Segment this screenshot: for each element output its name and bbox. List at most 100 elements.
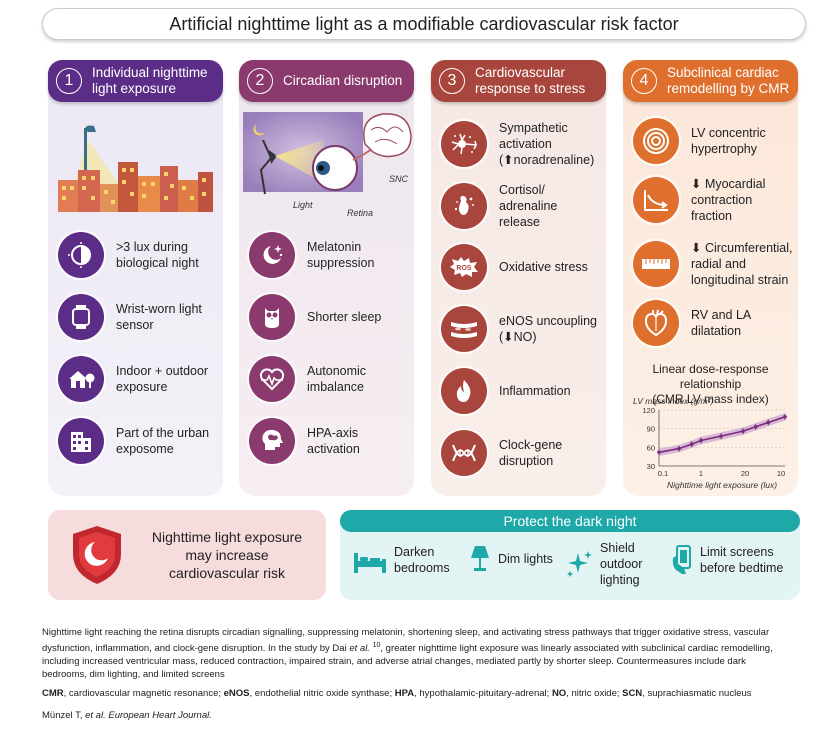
column-cardiac-remodelling: 4 Subclinical cardiac remodelling by CMR… bbox=[623, 60, 798, 496]
y-axis-label: LV mass index (g/m²) bbox=[633, 396, 713, 406]
abbrev-key: eNOS bbox=[223, 688, 250, 699]
phone-hand-icon bbox=[672, 545, 691, 574]
diagram-label-retina: Retina bbox=[347, 208, 373, 218]
countermeasure-item: Shield outdoor lighting bbox=[564, 540, 660, 588]
list-item: Cortisol/ adrenaline release bbox=[441, 182, 601, 230]
risk-text: Nighttime light exposure may increase ca… bbox=[151, 529, 303, 581]
sparkle-icon bbox=[567, 551, 592, 577]
item-label: >3 lux during biological night bbox=[116, 240, 199, 270]
list-item: Melatonin suppression bbox=[249, 232, 409, 278]
list-item: HPA-axis activation bbox=[249, 418, 409, 464]
caption-paragraph: Nighttime light reaching the retina disr… bbox=[42, 627, 773, 681]
countermeasure-item: Darken bedrooms bbox=[352, 544, 460, 576]
data-point bbox=[783, 415, 787, 419]
owl-icon bbox=[249, 294, 295, 340]
countermeasure-item: Limit screens before bedtime bbox=[670, 544, 796, 576]
abbrev-key: HPA bbox=[394, 688, 415, 699]
bed-icon bbox=[354, 553, 386, 573]
countermeasure-label: Dim lights bbox=[498, 552, 553, 566]
dna-icon bbox=[441, 430, 487, 476]
abbrev-key: NO bbox=[551, 688, 567, 699]
protect-dark-night-panel: Protect the dark night Darken bedrooms D… bbox=[340, 510, 800, 600]
lamp-icon bbox=[471, 546, 489, 571]
ros-icon: ROS bbox=[441, 244, 487, 290]
countermeasure-label: Darken bedrooms bbox=[394, 545, 450, 575]
chart-title: Linear dose-response relationship (CMR LV… bbox=[652, 362, 769, 406]
ros-badge-text: ROS bbox=[456, 265, 472, 272]
item-label: Part of the urban exposome bbox=[116, 426, 210, 456]
x-tick-label: 10 bbox=[777, 469, 785, 478]
ruler-icon bbox=[633, 241, 679, 287]
concentric-icon bbox=[633, 118, 679, 164]
y-tick-label: 30 bbox=[647, 462, 655, 471]
heart-pulse-icon bbox=[249, 356, 295, 402]
abbrev-definition: , nitric oxide; bbox=[566, 688, 623, 699]
item-label: Sympathetic activation (⬆noradrenaline) bbox=[499, 121, 595, 167]
item-label: Autonomic imbalance bbox=[307, 364, 367, 394]
abbrev-key: CMR bbox=[42, 688, 64, 699]
list-item: ROS Oxidative stress bbox=[441, 244, 601, 290]
data-point bbox=[699, 438, 703, 443]
item-label: HPA-axis activation bbox=[307, 426, 360, 456]
shield-moon-icon bbox=[73, 526, 121, 584]
data-point bbox=[719, 434, 723, 438]
diagram-label-light: Light bbox=[293, 200, 313, 210]
house-tree-icon bbox=[58, 356, 104, 402]
protect-heading: Protect the dark night bbox=[340, 510, 800, 532]
item-label: ⬇ Myocardial contraction fraction bbox=[691, 177, 766, 223]
list-item: LV concentric hypertrophy bbox=[633, 118, 793, 164]
data-point bbox=[689, 442, 694, 447]
head-brain-icon bbox=[249, 418, 295, 464]
step-number: 1 bbox=[56, 68, 82, 94]
data-point bbox=[766, 420, 771, 425]
abbrev-definition: , suprachiasmatic nucleus bbox=[642, 688, 752, 699]
neuron-icon bbox=[441, 121, 487, 167]
abbrev-definition: , hypothalamic-pituitary-adrenal; bbox=[414, 688, 552, 699]
step-number: 3 bbox=[439, 68, 465, 94]
adrenal-icon bbox=[441, 183, 487, 229]
item-label: Cortisol/ adrenaline release bbox=[499, 183, 558, 229]
decline-graph-icon bbox=[633, 177, 679, 223]
list-item: Wrist-worn light sensor bbox=[58, 294, 218, 340]
item-label: ⬇ Circumferential, radial and longitudin… bbox=[691, 241, 793, 287]
item-label: Inflammation bbox=[499, 384, 571, 398]
list-item: Part of the urban exposome bbox=[58, 418, 218, 464]
column-heading: Subclinical cardiac remodelling by CMR bbox=[667, 65, 790, 96]
column-header: 4 Subclinical cardiac remodelling by CMR bbox=[623, 60, 798, 102]
x-tick-label: 20 bbox=[741, 469, 749, 478]
risk-callout: Nighttime light exposure may increase ca… bbox=[48, 510, 326, 600]
column-circadian: 2 Circadian disruption Light Retina SNC … bbox=[239, 60, 414, 496]
item-label: RV and LA dilatation bbox=[691, 308, 751, 338]
heart-anatomy-icon bbox=[633, 300, 679, 346]
x-tick-label: 0.1 bbox=[658, 469, 668, 478]
eye-brain-illustration: Light Retina SNC bbox=[243, 112, 412, 218]
list-item: ⬇ Circumferential, radial and longitudin… bbox=[633, 240, 793, 288]
abbrev-key: SCN bbox=[622, 688, 643, 699]
vessel-icon bbox=[441, 306, 487, 352]
column-stress-response: 3 Cardiovascular response to stress Symp… bbox=[431, 60, 606, 496]
step-number: 2 bbox=[247, 68, 273, 94]
x-tick-label: 1 bbox=[699, 469, 703, 478]
countermeasure-label: Limit screens before bedtime bbox=[700, 545, 784, 575]
data-point bbox=[677, 446, 681, 451]
dose-response-chart: LV mass index (g/m²) 120 90 60 30 0.1 1 20 10 Nig… bbox=[623, 394, 798, 494]
data-point bbox=[657, 450, 661, 455]
list-item: ⬇ Myocardial contraction fraction bbox=[633, 176, 793, 224]
item-label: eNOS uncoupling (⬇NO) bbox=[499, 314, 597, 344]
abbrev-definition: , cardiovascular magnetic resonance; bbox=[63, 688, 224, 699]
list-item: RV and LA dilatation bbox=[633, 300, 793, 346]
item-label: Clock-gene disruption bbox=[499, 438, 563, 468]
column-light-exposure: 1 Individual nighttime light exposure >3 bbox=[48, 60, 223, 496]
data-point bbox=[741, 429, 745, 433]
item-label: Shorter sleep bbox=[307, 310, 382, 324]
countermeasure-item: Dim lights bbox=[468, 544, 553, 574]
item-label: Wrist-worn light sensor bbox=[116, 302, 202, 332]
flame-icon bbox=[441, 368, 487, 414]
item-label: Melatonin suppression bbox=[307, 240, 375, 270]
column-heading: Cardiovascular response to stress bbox=[475, 65, 586, 96]
building-icon bbox=[58, 418, 104, 464]
y-tick-label: 120 bbox=[642, 406, 655, 415]
column-header: 1 Individual nighttime light exposure bbox=[48, 60, 223, 102]
x-axis-label: Nighttime light exposure (lux) bbox=[667, 480, 777, 490]
